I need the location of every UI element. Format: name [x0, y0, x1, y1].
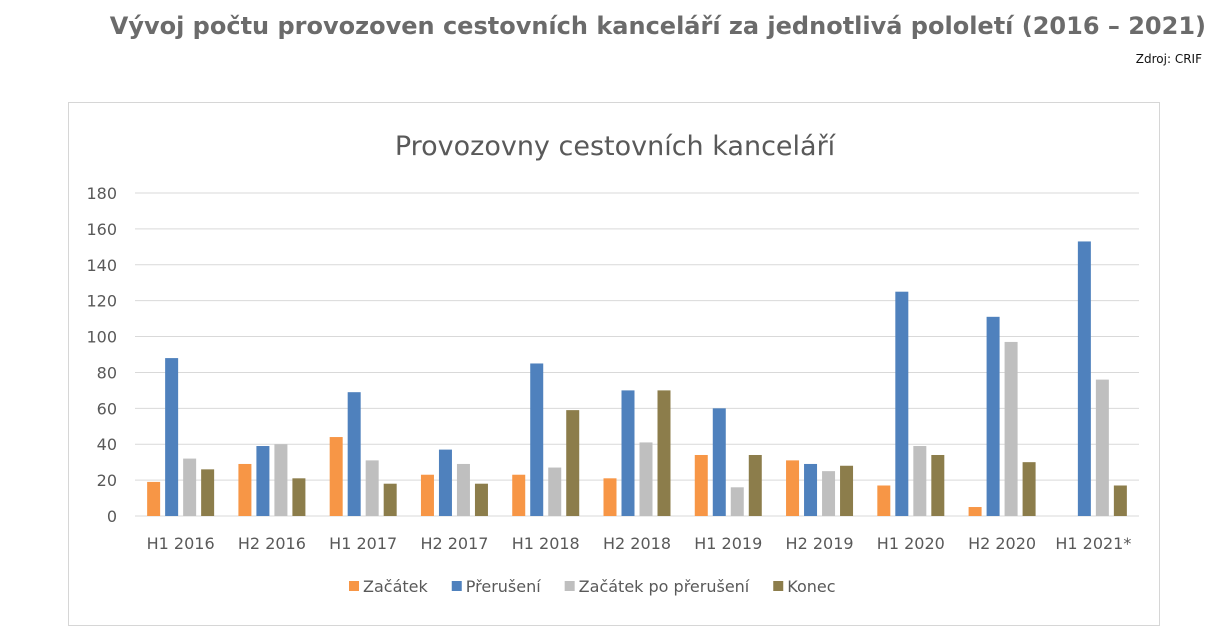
- bar-3-10: [1004, 341, 1018, 516]
- legend-swatch: [773, 581, 784, 591]
- bar-1-9: [877, 485, 891, 516]
- bar-3-4: [456, 463, 470, 516]
- bar-2-11: [1077, 241, 1091, 516]
- bar-2-2: [256, 446, 270, 516]
- x-tick-label: H1 2020: [877, 534, 945, 553]
- bar-4-5: [566, 410, 580, 516]
- y-tick-label: 100: [86, 328, 117, 347]
- y-axis-ticks: 0 20 40 60 80 100 120 140 160 180: [86, 184, 117, 526]
- bar-2-3: [347, 392, 361, 516]
- bar-2-4: [438, 449, 452, 516]
- bar-1-2: [238, 463, 252, 516]
- bar-4-3: [383, 483, 397, 516]
- bar-3-2: [274, 444, 288, 516]
- legend-label: Konec: [787, 577, 835, 596]
- x-tick-label: H1 2019: [694, 534, 762, 553]
- x-tick-label: H2 2019: [786, 534, 854, 553]
- x-tick-label: H2 2018: [603, 534, 671, 553]
- bar-2-5: [530, 363, 544, 516]
- x-tick-label: H2 2020: [968, 534, 1036, 553]
- x-tick-label: H2 2017: [420, 534, 488, 553]
- bar-1-7: [694, 454, 708, 516]
- bar-4-7: [748, 454, 762, 516]
- legend-swatch: [564, 581, 575, 591]
- bar-3-9: [913, 446, 927, 516]
- y-tick-label: 120: [86, 292, 117, 311]
- bar-1-6: [603, 478, 617, 516]
- legend: Začátek Přerušení Začátek po přerušení Kone…: [349, 577, 836, 596]
- y-tick-label: 40: [97, 435, 117, 454]
- bar-4-10: [1022, 462, 1036, 516]
- bar-4-11: [1113, 485, 1127, 516]
- bar-2-9: [895, 291, 909, 516]
- bar-chart: Provozovny cestovních kanceláří 0 20 40 60 8…: [86, 131, 1139, 596]
- legend-swatch: [349, 581, 359, 591]
- y-tick-label: 80: [97, 363, 117, 382]
- bar-1-8: [786, 460, 800, 516]
- bar-4-8: [840, 465, 854, 516]
- y-tick-label: 20: [97, 471, 117, 490]
- bar-3-7: [730, 487, 744, 516]
- legend-label: Začátek: [363, 577, 428, 596]
- bar-1-1: [147, 481, 161, 516]
- bars: [147, 241, 1127, 516]
- y-tick-label: 160: [86, 220, 117, 239]
- legend-label: Začátek po přerušení: [579, 577, 750, 596]
- y-tick-label: 60: [97, 399, 117, 418]
- x-axis-ticks: H1 2016 H2 2016 H1 2017 H2 2017 H1 2018 H2 20…: [147, 534, 1132, 553]
- x-tick-label: H1 2017: [329, 534, 397, 553]
- bar-3-3: [365, 460, 379, 516]
- x-tick-label: H1 2018: [512, 534, 580, 553]
- y-tick-label: 0: [107, 507, 117, 526]
- bar-4-4: [474, 483, 488, 516]
- bar-4-2: [292, 478, 306, 516]
- bar-2-7: [712, 408, 726, 516]
- bar-1-5: [512, 474, 526, 516]
- bar-2-10: [986, 316, 1000, 516]
- bar-4-9: [931, 454, 945, 516]
- chart-title: Provozovny cestovních kanceláří: [395, 131, 837, 162]
- bar-3-5: [548, 467, 562, 516]
- y-tick-label: 180: [86, 184, 117, 203]
- bar-2-8: [804, 463, 818, 516]
- source-note: Zdroj: CRIF: [1135, 52, 1202, 66]
- bar-3-8: [822, 471, 836, 516]
- legend-label: Přerušení: [466, 577, 541, 596]
- chart-container: Provozovny cestovních kanceláří 0 20 40 60 8…: [68, 102, 1160, 626]
- x-tick-label: H1 2016: [147, 534, 215, 553]
- x-tick-label: H1 2021*: [1055, 534, 1131, 553]
- bar-3-1: [183, 458, 197, 516]
- bar-1-4: [420, 474, 434, 516]
- bar-2-1: [165, 358, 179, 516]
- legend-swatch: [451, 581, 462, 591]
- bar-1-3: [329, 437, 343, 516]
- bar-4-1: [201, 469, 215, 516]
- y-tick-label: 140: [86, 256, 117, 275]
- bar-2-6: [621, 390, 635, 516]
- page-title: Vývoj počtu provozoven cestovních kancel…: [109, 12, 1206, 40]
- bar-1-10: [968, 507, 982, 516]
- bar-4-6: [657, 390, 671, 516]
- bar-3-11: [1095, 379, 1109, 516]
- x-tick-label: H2 2016: [238, 534, 306, 553]
- bar-3-6: [639, 442, 653, 516]
